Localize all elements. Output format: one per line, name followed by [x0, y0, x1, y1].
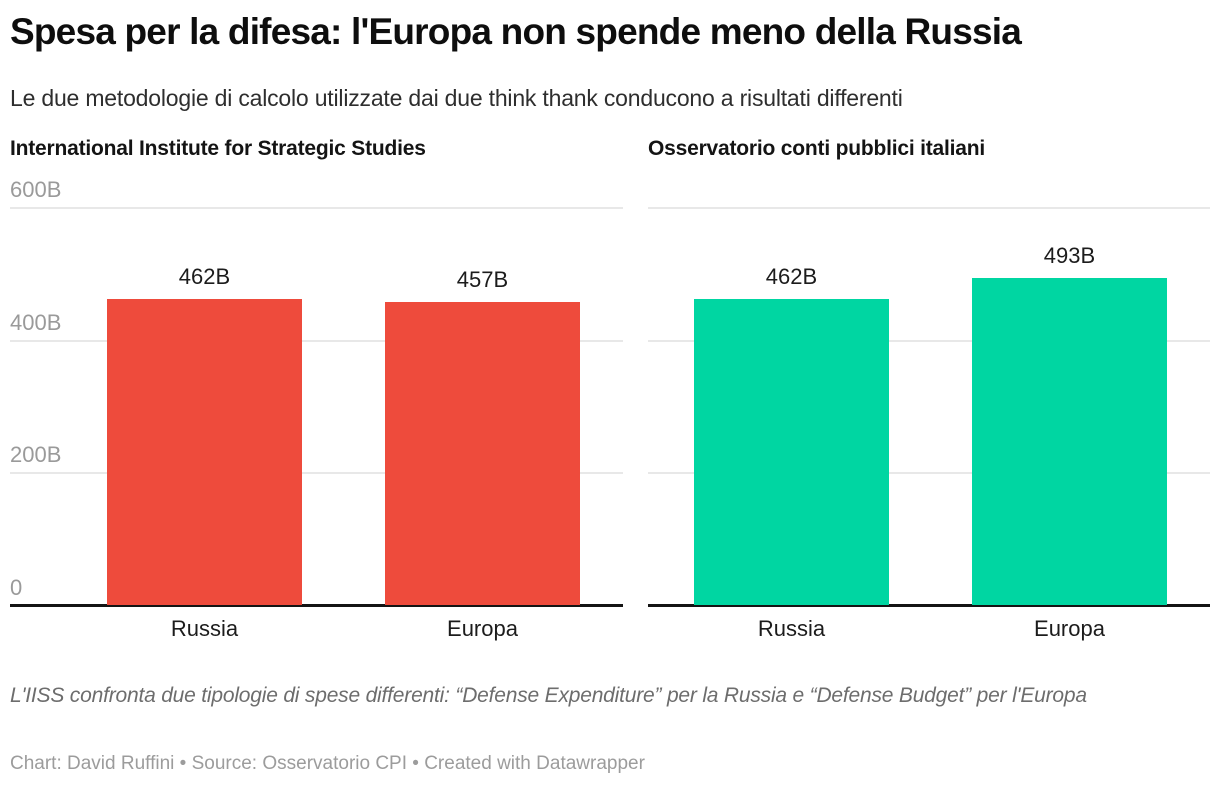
- category-label-russia: Russia: [757, 616, 826, 641]
- bar-europa: [972, 278, 1167, 605]
- panel-iiss: International Institute for Strategic St…: [10, 136, 623, 641]
- credits: Chart: David Ruffini • Source: Osservato…: [10, 753, 645, 774]
- y-axis-tick-label: 0: [10, 575, 23, 600]
- gridline-200: [648, 472, 1210, 475]
- y-axis-tick-label: 600B: [10, 177, 62, 202]
- category-label-europa: Europa: [1034, 616, 1105, 641]
- gridline-400: [648, 339, 1210, 342]
- panel-iiss-plot: 600B 400B 200B 0 462B Russia 457B Europa: [10, 177, 623, 641]
- bars-area: 462B Russia 493B Europa: [649, 207, 1210, 641]
- panel-ocpi-plot: 462B Russia 493B Europa: [648, 207, 1210, 641]
- panel-iiss-title: International Institute for Strategic St…: [10, 137, 426, 160]
- y-axis-tick-label: 400B: [10, 309, 62, 335]
- gridline-600: [10, 207, 623, 209]
- bar-value-label-russia: 462B: [765, 263, 818, 289]
- bar-value-label-europa: 457B: [456, 266, 509, 292]
- chart-subtitle: Le due metodologie di calcolo utilizzate…: [10, 85, 903, 111]
- bars-area: 462B Russia 457B Europa: [62, 207, 623, 641]
- gridline-400: [10, 339, 623, 342]
- y-axis-tick-label: 200B: [10, 442, 62, 468]
- footnote: L'IISS confronta due tipologie di spese …: [10, 684, 1087, 707]
- gridline-200: [10, 472, 623, 475]
- bar-russia: [694, 298, 889, 605]
- chart-title: Spesa per la difesa: l'Europa non spende…: [10, 11, 1022, 52]
- x-axis-baseline: [10, 604, 623, 607]
- category-label-russia: Russia: [170, 616, 239, 641]
- panel-ocpi-title: Osservatorio conti pubblici italiani: [648, 137, 986, 160]
- gridline-600: [648, 207, 1210, 209]
- bar-value-label-russia: 462B: [178, 263, 231, 289]
- bar-russia: [107, 298, 302, 605]
- bar-value-label-europa: 493B: [1043, 243, 1096, 268]
- x-axis-baseline: [648, 604, 1210, 607]
- panel-ocpi: Osservatorio conti pubblici italiani 462…: [648, 136, 1210, 641]
- category-label-europa: Europa: [447, 616, 518, 641]
- bar-europa: [385, 301, 580, 605]
